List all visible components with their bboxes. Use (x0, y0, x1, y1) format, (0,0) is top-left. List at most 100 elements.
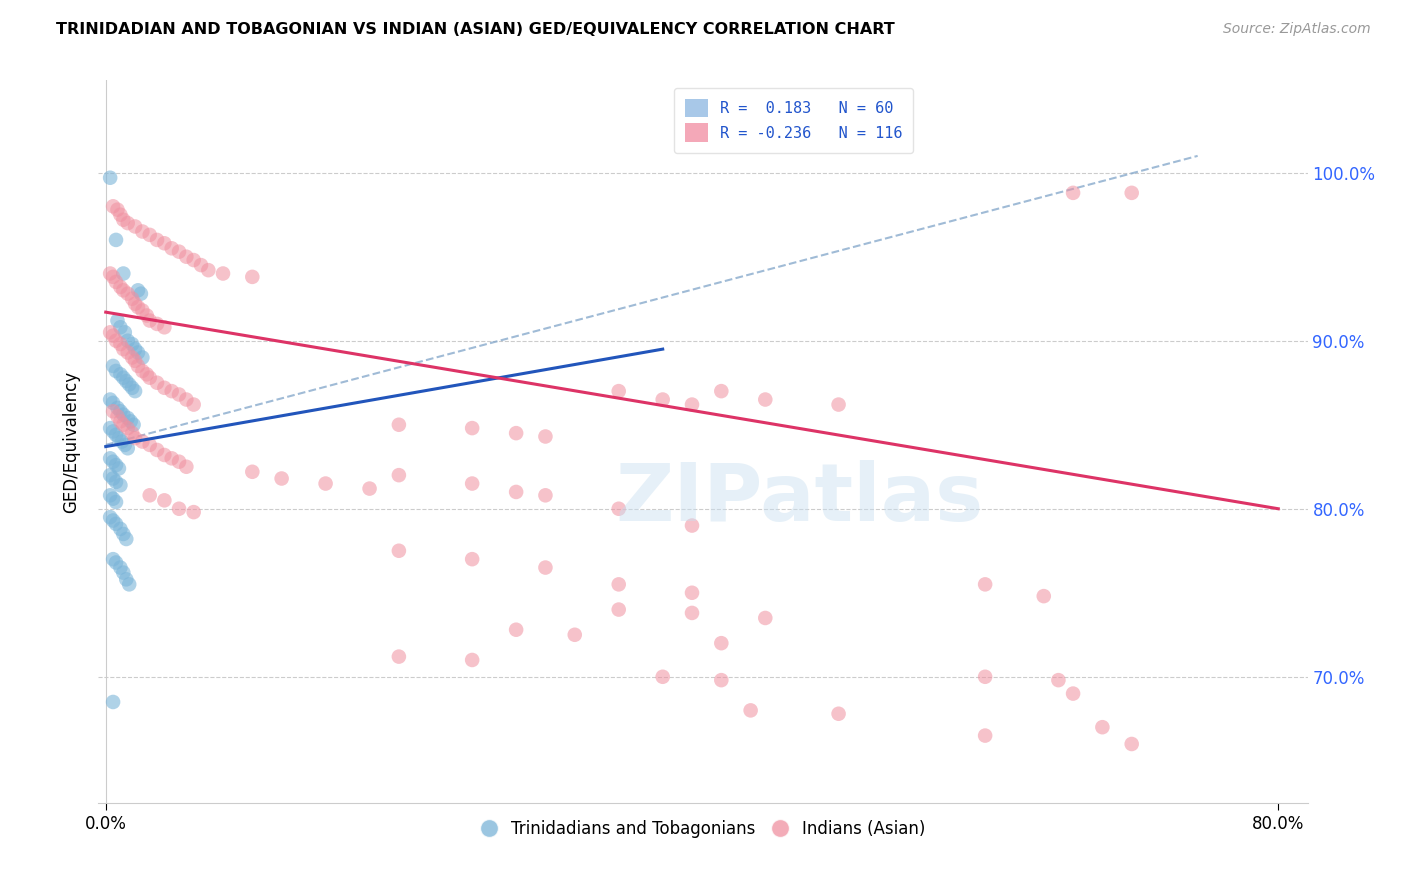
Point (131, 303, 153, 318)
Point (138, 227, 160, 242)
Point (124, 342, 146, 356)
Point (183, 253, 205, 268)
Point (146, 317, 169, 331)
Point (212, 267, 235, 281)
Point (117, 421, 139, 435)
Point (101, 328, 124, 343)
Point (117, 411, 139, 425)
Point (270, 471, 292, 485)
Point (107, 401, 129, 415)
Point (534, 560, 557, 574)
Point (124, 219, 146, 234)
Point (112, 566, 135, 580)
Point (505, 485, 527, 500)
Point (115, 374, 138, 388)
Point (146, 233, 169, 247)
Point (117, 442, 139, 456)
Point (754, 611, 776, 625)
Point (974, 729, 997, 743)
Point (124, 384, 146, 398)
Point (122, 417, 145, 432)
Point (124, 297, 146, 311)
Text: TRINIDADIAN AND TOBAGONIAN VS INDIAN (ASIAN) GED/EQUIVALENCY CORRELATION CHART: TRINIDADIAN AND TOBAGONIAN VS INDIAN (AS… (56, 22, 896, 37)
Point (146, 376, 169, 390)
Point (1047, 673, 1070, 687)
Point (388, 649, 411, 664)
Point (121, 337, 143, 351)
Text: Source: ZipAtlas.com: Source: ZipAtlas.com (1223, 22, 1371, 37)
Point (160, 451, 183, 466)
Point (105, 427, 128, 442)
Point (98, 451, 121, 466)
Point (121, 292, 143, 306)
Point (112, 370, 135, 384)
Point (107, 202, 129, 217)
Point (176, 459, 198, 474)
Point (167, 387, 190, 401)
Point (105, 233, 128, 247)
Point (146, 442, 169, 457)
Point (101, 199, 124, 213)
Point (461, 421, 484, 435)
Point (120, 414, 142, 428)
Point (105, 275, 128, 289)
Point (98, 267, 121, 281)
Point (651, 392, 673, 407)
Point (197, 263, 219, 277)
Point (121, 351, 143, 365)
Point (153, 320, 176, 334)
Point (710, 636, 733, 650)
Point (131, 364, 153, 378)
Point (117, 334, 139, 348)
Point (101, 552, 124, 566)
Point (607, 384, 630, 398)
Point (110, 522, 132, 536)
Text: ZIPatlas: ZIPatlas (616, 460, 984, 539)
Point (1032, 589, 1054, 603)
Point (461, 552, 484, 566)
Point (101, 455, 124, 469)
Point (160, 384, 183, 398)
Point (105, 334, 128, 348)
Point (131, 351, 153, 365)
Point (105, 556, 128, 570)
Point (98, 468, 121, 483)
Point (505, 426, 527, 441)
Y-axis label: GED/Equivalency: GED/Equivalency (62, 370, 80, 513)
Point (112, 527, 135, 541)
Point (108, 461, 131, 475)
Point (101, 404, 124, 418)
Point (138, 488, 160, 502)
Point (607, 577, 630, 591)
Point (131, 434, 153, 449)
Point (107, 409, 129, 424)
Point (681, 518, 703, 533)
Point (101, 359, 124, 373)
Point (607, 602, 630, 616)
Point (974, 670, 997, 684)
Point (112, 267, 135, 281)
Point (167, 244, 190, 259)
Point (138, 313, 160, 327)
Point (105, 516, 128, 531)
Point (101, 396, 124, 410)
Point (112, 408, 135, 422)
Point (534, 488, 557, 502)
Point (135, 309, 157, 323)
Point (607, 501, 630, 516)
Point (121, 381, 143, 395)
Point (183, 398, 205, 412)
Point (105, 364, 128, 378)
Point (124, 431, 146, 445)
Point (117, 216, 139, 230)
Point (240, 269, 263, 284)
Point (105, 458, 128, 472)
Point (121, 426, 143, 441)
Point (388, 417, 411, 432)
Point (110, 414, 132, 428)
Point (827, 706, 849, 721)
Point (315, 476, 337, 491)
Point (114, 326, 136, 340)
Point (176, 250, 198, 264)
Point (112, 212, 135, 227)
